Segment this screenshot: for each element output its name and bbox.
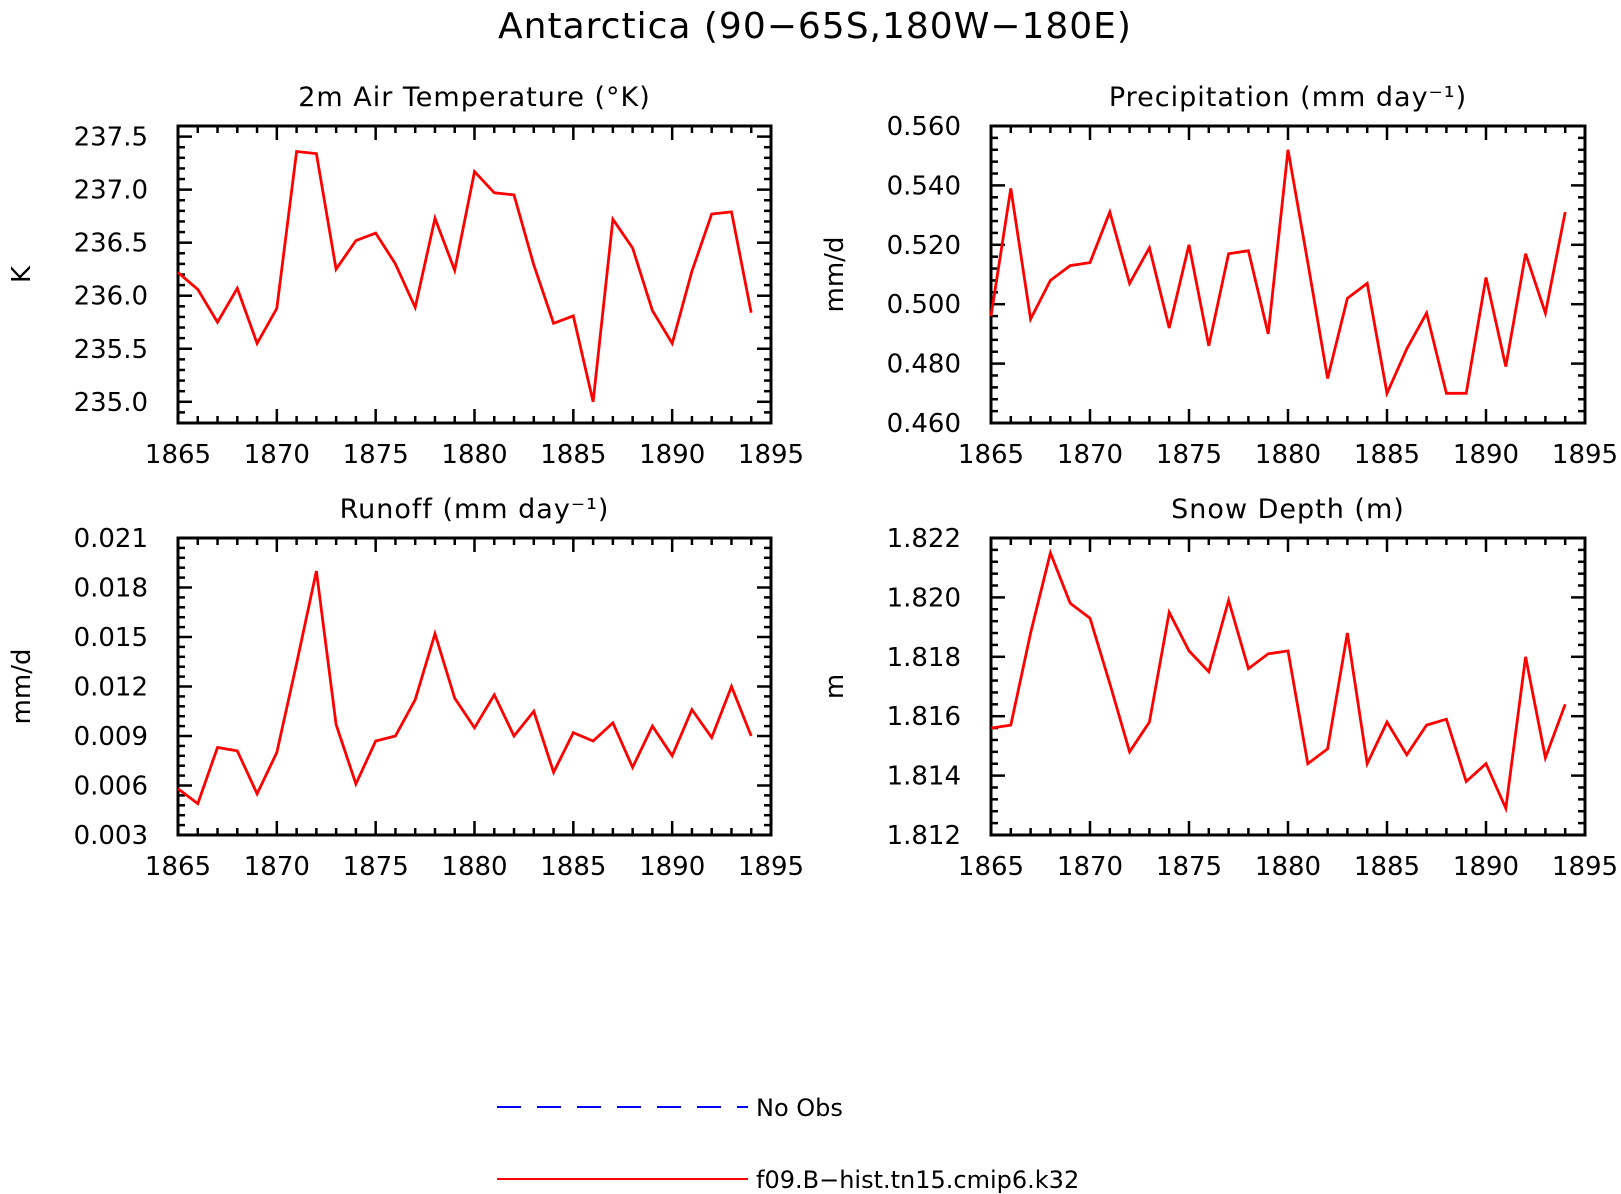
x-tick-label: 1870: [244, 440, 310, 470]
x-tick-label: 1895: [1552, 852, 1618, 882]
x-tick-label: 1890: [639, 440, 705, 470]
y-tick-label: 0.460: [887, 409, 961, 439]
plot-frame: [989, 124, 1587, 425]
y-tick-label: 235.5: [74, 335, 148, 365]
panel-title-runoff: Runoff (mm day⁻¹): [340, 494, 610, 525]
y-tick-label: 0.018: [74, 574, 148, 604]
y-tick-label: 0.480: [887, 350, 961, 380]
x-tick-label: 1895: [1552, 440, 1618, 470]
y-axis-label: mm/d: [7, 649, 37, 725]
x-tick-label: 1865: [145, 852, 211, 882]
y-tick-label: 1.814: [887, 762, 961, 792]
x-tick-label: 1880: [441, 440, 507, 470]
y-tick-label: 0.560: [887, 112, 961, 142]
y-tick-label: 1.812: [887, 821, 961, 851]
y-tick-label: 1.820: [887, 583, 961, 613]
y-tick-label: 0.012: [74, 673, 148, 703]
panel-runoff: Runoff (mm day⁻¹) 1865 1870 1875 1880 1885 189…: [7, 494, 804, 882]
y-tick-label: 1.818: [887, 643, 961, 673]
x-tick-label: 1865: [145, 440, 211, 470]
x-tick-label: 1875: [343, 440, 409, 470]
panel-air-temperature: 2m Air Temperature (°K) 1865 1870 1875 1880 1…: [7, 82, 804, 470]
x-tick-label: 1870: [244, 852, 310, 882]
y-tick-label: 0.015: [74, 623, 148, 653]
y-tick-label: 1.822: [887, 524, 961, 554]
panel-precipitation: Precipitation (mm day⁻¹) 1865 1870 1875 1880…: [820, 82, 1618, 470]
legend: No Obs f09.B−hist.tn15.cmip6.k32: [497, 1094, 1079, 1194]
legend-label-model: f09.B−hist.tn15.cmip6.k32: [756, 1166, 1079, 1194]
panel-snow-depth: Snow Depth (m) 1865 1870 1875 1880 1885 1890 18…: [820, 494, 1618, 882]
y-tick-label: 237.5: [74, 123, 148, 153]
x-tick-label: 1895: [738, 440, 804, 470]
y-tick-label: 237.0: [74, 176, 148, 206]
x-tick-label: 1875: [1156, 852, 1222, 882]
series-line: [989, 149, 1567, 399]
x-tick-label: 1870: [1057, 852, 1123, 882]
x-tick-label: 1870: [1057, 440, 1123, 470]
y-tick-label: 236.0: [74, 282, 148, 312]
legend-label-no-obs: No Obs: [756, 1094, 843, 1122]
y-tick-label: 1.816: [887, 702, 961, 732]
x-tick-label: 1875: [1156, 440, 1222, 470]
plot-frame: [989, 536, 1587, 837]
x-tick-label: 1865: [958, 852, 1024, 882]
x-tick-label: 1895: [738, 852, 804, 882]
y-tick-label: 235.0: [74, 388, 148, 418]
y-axis-label: K: [7, 265, 37, 283]
x-tick-label: 1890: [1453, 852, 1519, 882]
x-tick-label: 1885: [1354, 440, 1420, 470]
y-axis-label: m: [820, 674, 850, 699]
y-tick-label: 236.5: [74, 229, 148, 259]
series-line: [990, 548, 1567, 814]
y-tick-label: 0.500: [887, 290, 961, 320]
y-tick-label: 0.520: [887, 231, 961, 261]
y-tick-label: 0.003: [74, 821, 148, 851]
panel-title-snow-depth: Snow Depth (m): [1171, 494, 1405, 525]
y-tick-label: 0.009: [74, 722, 148, 752]
x-tick-label: 1885: [1354, 852, 1420, 882]
x-tick-label: 1880: [1255, 852, 1321, 882]
series-line: [177, 570, 753, 806]
panel-title-air-temperature: 2m Air Temperature (°K): [298, 82, 651, 113]
x-tick-label: 1890: [1453, 440, 1519, 470]
y-tick-label: 0.540: [887, 171, 961, 201]
x-tick-label: 1880: [441, 852, 507, 882]
y-tick-label: 0.021: [74, 524, 148, 554]
x-tick-label: 1875: [343, 852, 409, 882]
series-line: [177, 149, 753, 403]
figure-title: Antarctica (90−65S,180W−180E): [498, 6, 1132, 47]
plot-frame: [176, 536, 773, 837]
x-tick-label: 1880: [1255, 440, 1321, 470]
x-tick-label: 1885: [540, 852, 606, 882]
x-tick-label: 1890: [639, 852, 705, 882]
x-tick-label: 1865: [958, 440, 1024, 470]
x-tick-label: 1885: [540, 440, 606, 470]
y-tick-label: 0.006: [74, 772, 148, 802]
panel-title-precipitation: Precipitation (mm day⁻¹): [1109, 82, 1467, 113]
y-axis-label: mm/d: [820, 237, 850, 313]
